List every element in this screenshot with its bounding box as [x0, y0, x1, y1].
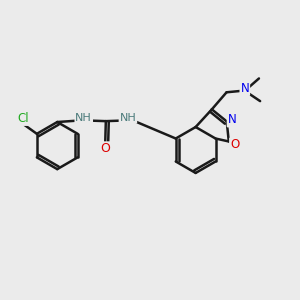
Text: O: O [230, 139, 239, 152]
Text: NH: NH [119, 112, 136, 123]
Text: N: N [228, 113, 236, 127]
Text: O: O [100, 142, 110, 155]
Text: NH: NH [75, 112, 92, 123]
Text: Cl: Cl [17, 112, 29, 125]
Text: N: N [240, 82, 249, 95]
